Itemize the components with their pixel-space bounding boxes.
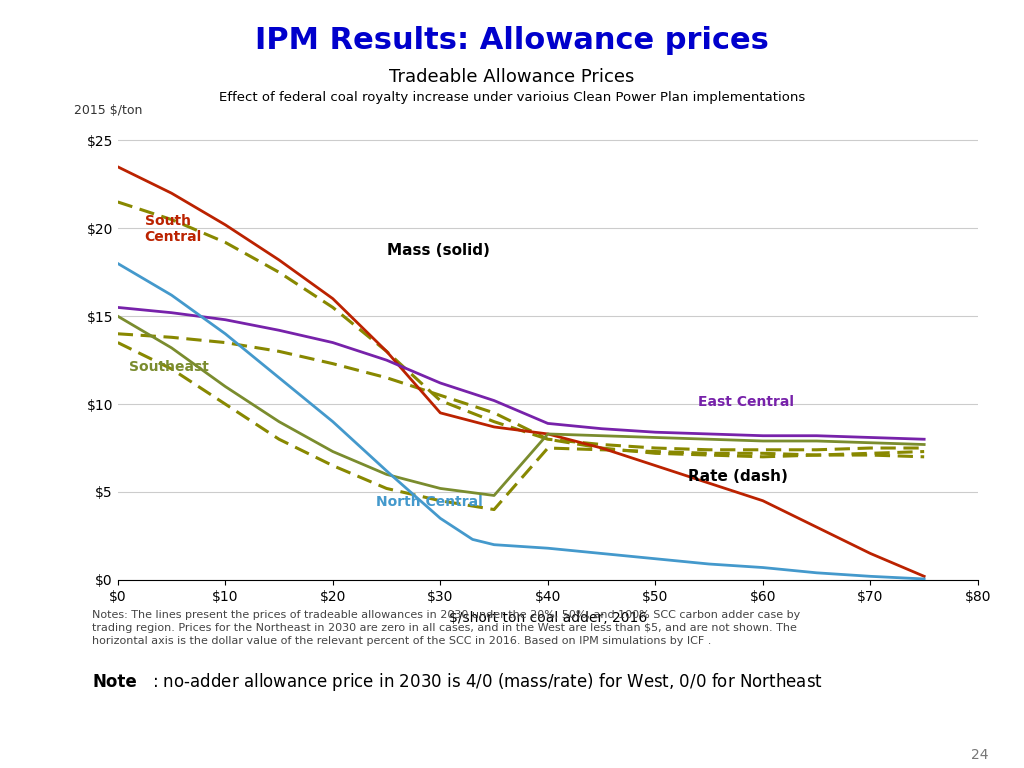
Text: Notes: The lines present the prices of tradeable allowances in 2030 under the 20: Notes: The lines present the prices of t… [92, 611, 801, 621]
Text: 2015 $/ton: 2015 $/ton [74, 104, 142, 117]
Text: Tradeable Allowance Prices: Tradeable Allowance Prices [389, 68, 635, 86]
Text: Note: Note [92, 674, 137, 691]
X-axis label: $/short ton coal adder, 2016: $/short ton coal adder, 2016 [449, 611, 647, 624]
Text: South
Central: South Central [144, 214, 202, 244]
Text: : no-adder allowance price in 2030 is $4/$0 (mass/rate) for West, $0/$0 for Nort: : no-adder allowance price in 2030 is $4… [152, 671, 822, 694]
Text: horizontal axis is the dollar value of the relevant percent of the SCC in 2016. : horizontal axis is the dollar value of t… [92, 637, 712, 647]
Text: Effect of federal coal royalty increase under varioius Clean Power Plan implemen: Effect of federal coal royalty increase … [219, 91, 805, 104]
Text: East Central: East Central [698, 396, 795, 409]
Text: 24: 24 [971, 748, 988, 762]
Text: IPM Results: Allowance prices: IPM Results: Allowance prices [255, 26, 769, 55]
Text: Southeast: Southeast [129, 360, 209, 374]
Text: North Central: North Central [376, 495, 482, 509]
Text: Rate (dash): Rate (dash) [688, 469, 787, 485]
Text: trading region. Prices for the Northeast in 2030 are zero in all cases, and in t: trading region. Prices for the Northeast… [92, 624, 797, 634]
Text: Mass (solid): Mass (solid) [387, 243, 489, 258]
